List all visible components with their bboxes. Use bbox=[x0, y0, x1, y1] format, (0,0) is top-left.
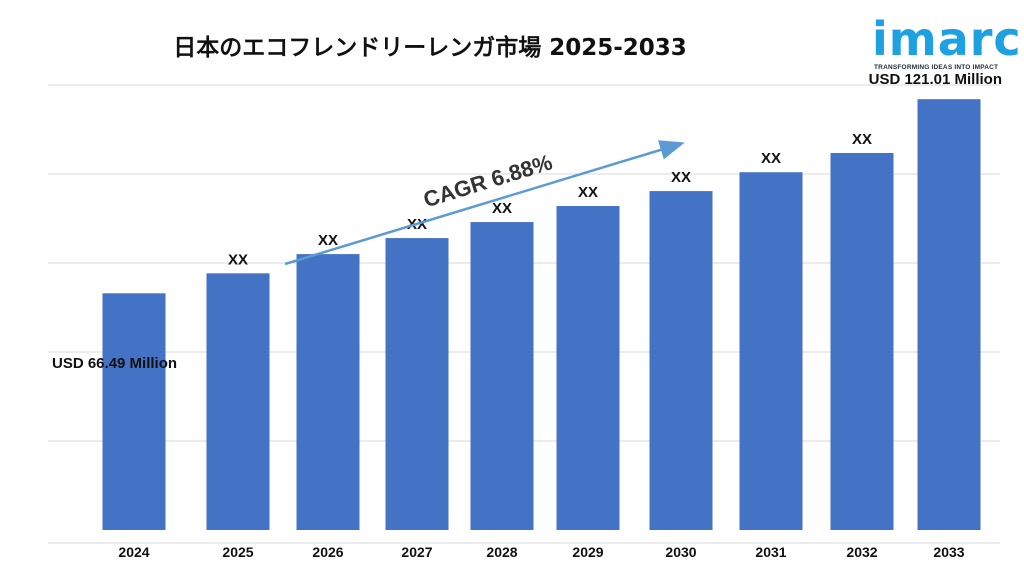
data-label-2026: XX bbox=[318, 232, 338, 249]
data-label-2028: XX bbox=[492, 200, 512, 217]
bar-2033 bbox=[917, 99, 981, 530]
data-label-2024: USD 66.49 Million bbox=[52, 355, 177, 372]
bar-2031 bbox=[739, 172, 803, 530]
data-label-2029: XX bbox=[578, 184, 598, 201]
x-tick-2024: 2024 bbox=[118, 544, 149, 560]
x-tick-2028: 2028 bbox=[486, 544, 517, 560]
bar-2030 bbox=[649, 191, 713, 530]
imarc-logo: imarc TRANSFORMING IDEAS INTO IMPACT bbox=[870, 14, 1021, 78]
x-tick-2026: 2026 bbox=[312, 544, 343, 560]
data-labels: USD 66.49 MillionXXXXXXXXXXXXXXXXUSD 121… bbox=[52, 71, 1002, 372]
bar-2025 bbox=[206, 273, 270, 530]
x-tick-2032: 2032 bbox=[846, 544, 877, 560]
bar-2027 bbox=[385, 238, 449, 530]
logo-wordmark: imarc bbox=[872, 12, 1022, 66]
logo-tagline: TRANSFORMING IDEAS INTO IMPACT bbox=[874, 64, 999, 71]
bar-2028 bbox=[470, 222, 534, 530]
x-axis-ticks: 2024 2025 2026 2027 2028 2029 2030 2031 2032 2033 bbox=[118, 544, 964, 560]
bar-2024 bbox=[102, 293, 166, 530]
bar-2029 bbox=[556, 206, 620, 531]
x-tick-2025: 2025 bbox=[222, 544, 253, 560]
data-label-2033: USD 121.01 Million bbox=[869, 71, 1002, 88]
x-tick-2027: 2027 bbox=[401, 544, 432, 560]
cagr-arrow bbox=[284, 140, 685, 266]
data-label-2031: XX bbox=[761, 150, 781, 167]
data-label-2030: XX bbox=[671, 169, 691, 186]
data-label-2032: XX bbox=[852, 131, 872, 148]
x-tick-2033: 2033 bbox=[933, 544, 964, 560]
bar-2032 bbox=[830, 152, 894, 530]
bars bbox=[102, 99, 981, 531]
bar-2026 bbox=[296, 254, 360, 530]
x-tick-2031: 2031 bbox=[755, 544, 786, 560]
data-label-2025: XX bbox=[228, 251, 248, 268]
x-tick-2030: 2030 bbox=[665, 544, 696, 560]
x-tick-2029: 2029 bbox=[572, 544, 603, 560]
chart-title: 日本のエコフレンドリーレンガ市場 2025-2033 bbox=[173, 35, 687, 61]
